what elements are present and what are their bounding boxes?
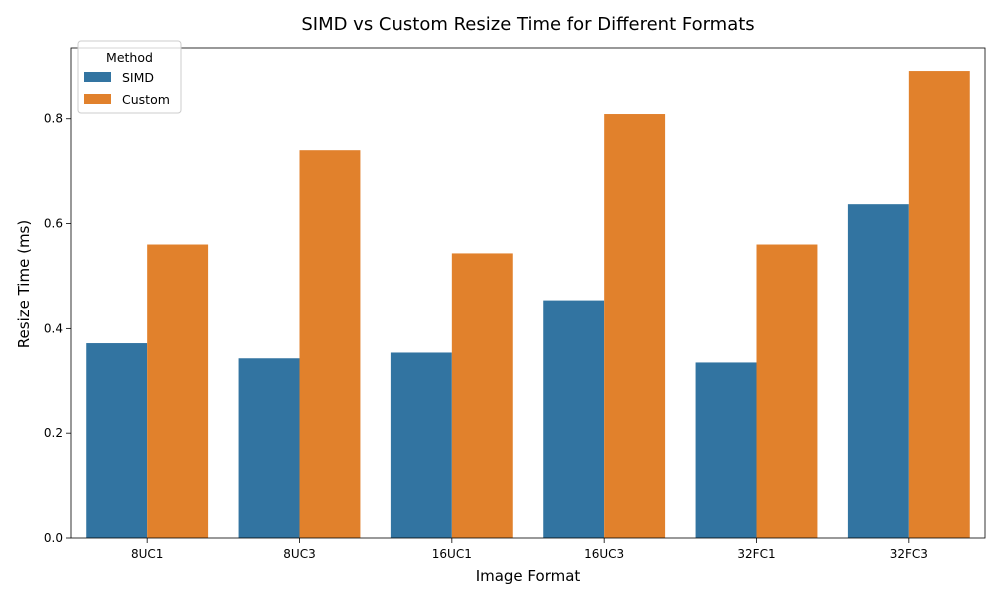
x-axis-label: Image Format xyxy=(476,567,581,585)
legend-label-custom: Custom xyxy=(122,92,170,107)
x-tick-label: 32FC3 xyxy=(890,547,928,561)
plot-frame xyxy=(70,47,986,539)
x-tick-label: 16UC1 xyxy=(432,547,472,561)
bar-custom-32fc3 xyxy=(908,71,970,538)
x-tick-label: 16UC3 xyxy=(584,547,624,561)
bar-simd-8uc3 xyxy=(238,358,300,538)
bar-simd-32fc3 xyxy=(847,204,909,539)
y-tick-label: 0.0 xyxy=(44,531,63,545)
legend: Method SIMD Custom xyxy=(77,40,182,114)
bar-custom-16uc1 xyxy=(451,253,513,538)
legend-swatch-simd xyxy=(84,72,111,82)
bar-custom-8uc1 xyxy=(147,244,209,538)
bar-custom-8uc3 xyxy=(299,150,361,538)
y-tick-label: 0.4 xyxy=(44,321,63,335)
bar-simd-16uc3 xyxy=(543,300,605,538)
plot-area xyxy=(70,47,986,539)
bar-simd-16uc1 xyxy=(390,352,452,538)
legend-swatch-custom xyxy=(84,94,111,104)
bar-custom-16uc3 xyxy=(604,114,666,538)
y-axis: 0.0 0.2 0.4 0.6 0.8 xyxy=(44,112,71,545)
y-axis-label: Resize Time (ms) xyxy=(15,220,33,348)
y-tick-label: 0.8 xyxy=(44,112,63,126)
y-tick-label: 0.6 xyxy=(44,217,63,231)
y-tick-label: 0.2 xyxy=(44,426,63,440)
x-tick-label: 8UC1 xyxy=(131,547,163,561)
legend-label-simd: SIMD xyxy=(122,70,154,85)
x-tick-label: 32FC1 xyxy=(737,547,775,561)
bar-simd-32fc1 xyxy=(695,362,757,538)
legend-title: Method xyxy=(106,50,153,65)
x-tick-label: 8UC3 xyxy=(283,547,315,561)
chart-title: SIMD vs Custom Resize Time for Different… xyxy=(301,14,754,35)
bar-custom-32fc1 xyxy=(756,244,818,538)
bar-simd-8uc1 xyxy=(86,343,148,538)
x-axis: 8UC1 8UC3 16UC1 16UC3 32FC1 32FC3 xyxy=(131,538,928,561)
